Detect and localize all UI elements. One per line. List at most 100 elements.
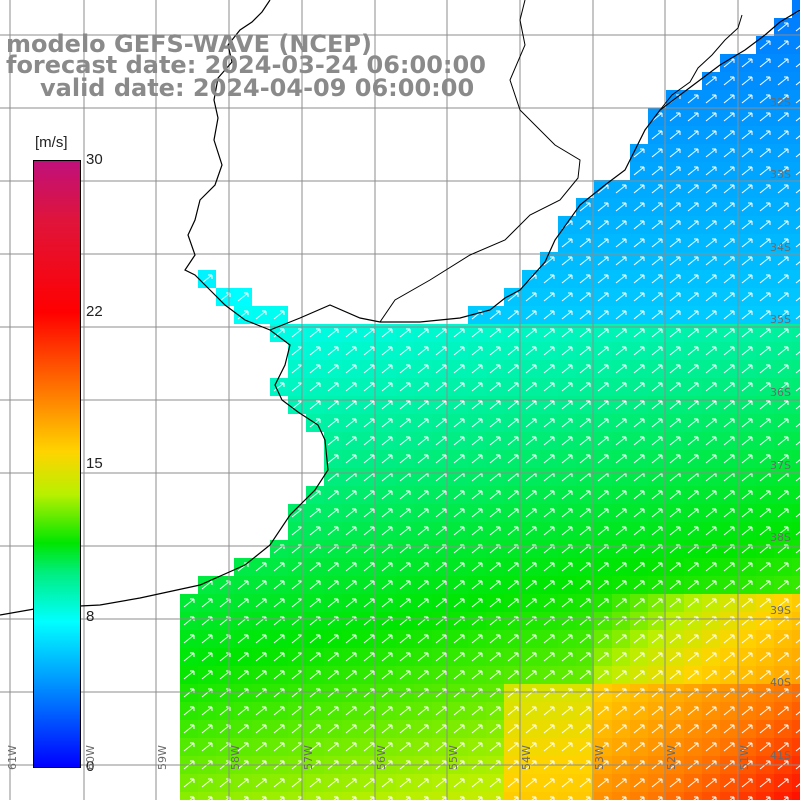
wind-arrow: [471, 490, 483, 500]
wind-arrow: [543, 346, 555, 356]
wind-arrow: [507, 634, 519, 644]
wind-arrow: [777, 490, 789, 500]
wind-arrow: [687, 724, 699, 734]
wind-arrow: [741, 310, 753, 320]
wind-arrow: [471, 778, 483, 788]
wind-arrow: [615, 508, 627, 518]
wind-arrow: [651, 166, 663, 176]
wind-arrow: [345, 706, 357, 716]
wind-arrow: [705, 94, 717, 104]
wind-arrow: [795, 765, 800, 770]
wind-arrow: [435, 328, 447, 338]
wind-arrow: [777, 436, 789, 446]
wind-arrow: [183, 724, 195, 734]
wind-arrow: [795, 585, 800, 590]
wind-arrow: [597, 562, 609, 572]
wind-arrow: [723, 598, 735, 608]
wind-arrow: [453, 670, 465, 680]
wind-arrow: [669, 130, 681, 140]
wind-arrow: [777, 22, 789, 32]
wind-arrow: [741, 328, 753, 338]
wind-arrow: [255, 724, 267, 734]
wind-arrow: [561, 598, 573, 608]
lagoon-outline: [659, 14, 743, 111]
wind-arrow: [495, 796, 501, 800]
wind-arrow: [513, 796, 519, 800]
wind-arrow: [597, 202, 609, 212]
field-cell: [792, 468, 800, 486]
wind-arrow: [705, 508, 717, 518]
wind-arrow: [777, 742, 789, 752]
wind-arrow: [759, 112, 771, 122]
wind-arrow: [597, 310, 609, 320]
wind-arrow: [273, 652, 285, 662]
field-cell: [792, 72, 800, 90]
wind-arrow: [345, 634, 357, 644]
wind-arrow: [615, 382, 627, 392]
wind-arrow: [489, 526, 501, 536]
field-cell: [792, 648, 800, 666]
wind-arrow: [687, 364, 699, 374]
wind-arrow: [453, 526, 465, 536]
wind-arrow: [381, 400, 393, 410]
field-cell: [792, 630, 800, 648]
wind-arrow: [597, 220, 609, 230]
field-cell: [414, 792, 432, 800]
wind-arrow: [579, 256, 591, 266]
wind-arrow: [327, 706, 339, 716]
wind-arrow: [579, 508, 591, 518]
wind-arrow: [279, 796, 285, 800]
wind-arrow: [351, 796, 357, 800]
wind-arrow: [327, 418, 339, 428]
wind-arrow: [669, 112, 681, 122]
wind-arrow: [327, 724, 339, 734]
wind-arrow: [441, 796, 447, 800]
wind-arrow: [399, 598, 411, 608]
wind-arrow: [543, 508, 555, 518]
wind-arrow: [777, 724, 789, 734]
wind-arrow: [489, 454, 501, 464]
field-cell: [792, 666, 800, 684]
wind-arrow: [507, 310, 519, 320]
wind-arrow: [795, 387, 800, 392]
wind-arrow: [777, 652, 789, 662]
wind-arrow: [723, 490, 735, 500]
wind-arrow: [489, 670, 501, 680]
wind-arrow: [687, 382, 699, 392]
field-cell: [432, 792, 450, 800]
wind-arrow: [633, 400, 645, 410]
wind-arrow: [669, 418, 681, 428]
wind-arrow: [345, 778, 357, 788]
wind-arrow: [669, 778, 681, 788]
wind-arrow: [633, 418, 645, 428]
wind-arrow: [777, 238, 789, 248]
wind-arrow: [417, 508, 429, 518]
wind-arrow: [561, 490, 573, 500]
wind-arrow: [471, 508, 483, 518]
wind-arrow: [687, 328, 699, 338]
wind-arrow: [531, 796, 537, 800]
wind-arrow: [381, 562, 393, 572]
wind-arrow: [597, 238, 609, 248]
wind-arrow: [615, 310, 627, 320]
wind-arrow: [489, 310, 501, 320]
wind-arrow: [711, 796, 717, 800]
wind-arrow: [777, 58, 789, 68]
wind-arrow: [399, 490, 411, 500]
wind-arrow: [597, 670, 609, 680]
field-cell: [792, 90, 800, 108]
wind-arrow: [417, 400, 429, 410]
wind-arrow: [363, 400, 375, 410]
wind-arrow: [759, 706, 771, 716]
wind-arrow: [669, 292, 681, 302]
wind-arrow: [579, 274, 591, 284]
wind-arrow: [723, 742, 735, 752]
wind-arrow: [273, 580, 285, 590]
wind-arrow: [579, 418, 591, 428]
wind-arrow: [741, 436, 753, 446]
wind-arrow: [615, 652, 627, 662]
field-cell: [792, 450, 800, 468]
wind-arrow: [795, 189, 800, 194]
wind-arrow: [381, 724, 393, 734]
lon-label: 53W: [593, 745, 606, 770]
